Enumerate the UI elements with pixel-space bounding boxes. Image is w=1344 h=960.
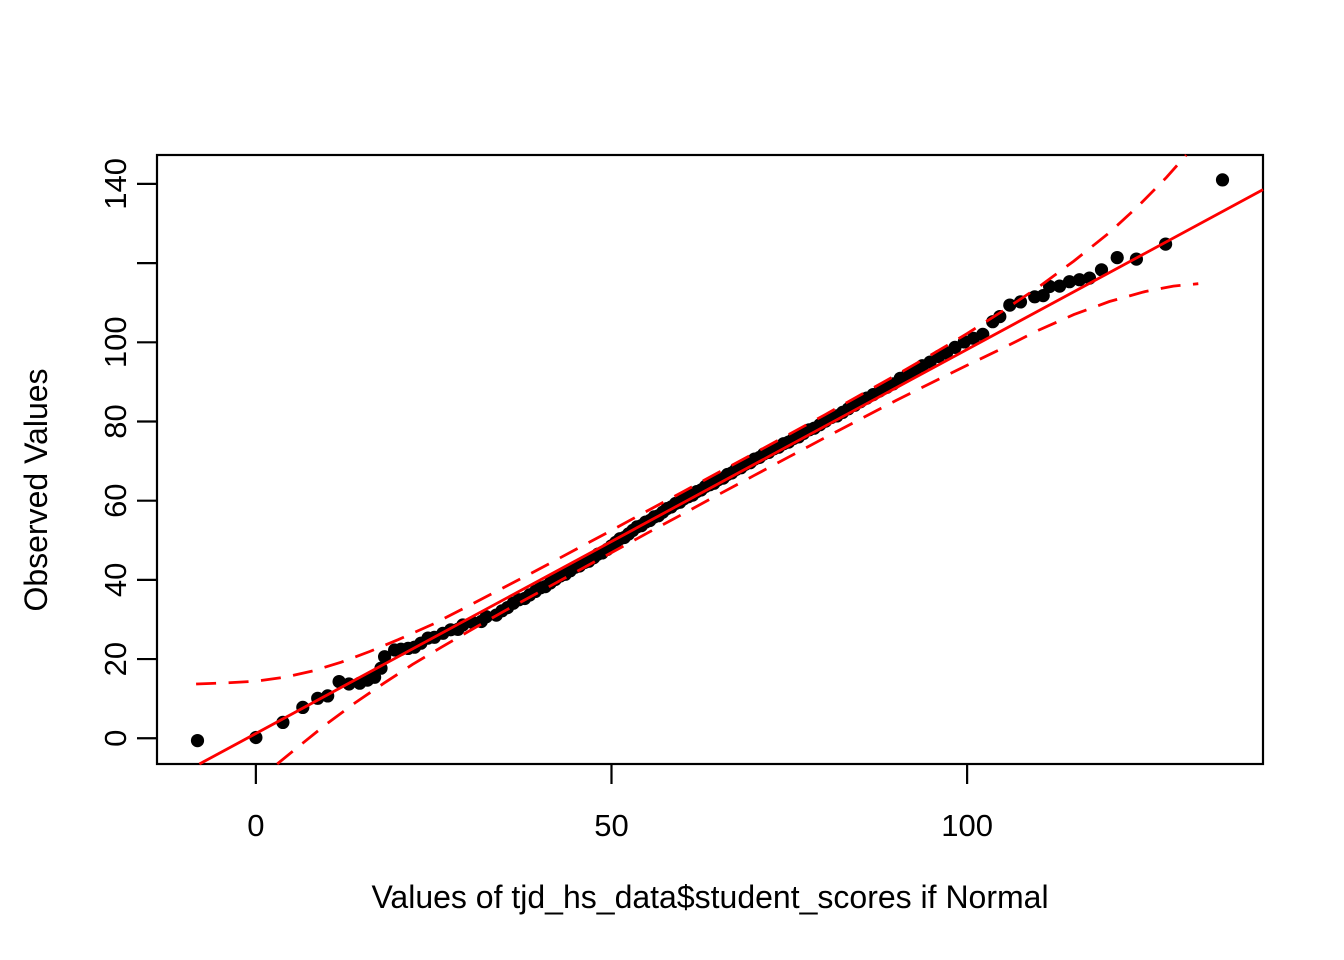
y-tick-label: 40: [98, 563, 133, 597]
y-tick-label: 20: [98, 642, 133, 676]
x-tick-label: 100: [941, 808, 993, 843]
confidence-envelope-lower: [276, 282, 1199, 766]
data-point: [479, 610, 493, 624]
y-tick-label: 60: [98, 483, 133, 517]
data-point: [1215, 173, 1230, 187]
data-point: [378, 650, 392, 664]
confidence-envelope-upper: [196, 154, 1188, 686]
y-tick-label: 140: [98, 158, 133, 210]
data-point: [1013, 295, 1028, 309]
data-point: [1062, 275, 1077, 289]
data-point: [1110, 251, 1124, 265]
scatter-points-layer: [190, 173, 1230, 748]
data-point: [332, 675, 346, 689]
y-tick-label: 0: [98, 730, 133, 747]
confidence-envelope-layer: [196, 154, 1199, 766]
qq-reference-line: [198, 188, 1264, 766]
x-axis-ticks: 0 50 100: [247, 764, 993, 843]
y-tick-label: 80: [98, 404, 133, 438]
data-point: [1072, 273, 1087, 287]
data-point: [190, 734, 205, 748]
x-axis-title: Values of tjd_hs_data$student_scores if …: [371, 879, 1048, 915]
data-point: [1003, 298, 1017, 312]
reference-line-layer: [198, 188, 1264, 766]
data-point: [1094, 263, 1109, 277]
y-tick-label: 100: [98, 316, 133, 368]
data-point: [1053, 279, 1067, 293]
data-point: [1043, 279, 1057, 294]
y-axis-title: Observed Values: [18, 368, 54, 611]
plot-border-box: [155, 153, 1265, 766]
data-point: [456, 618, 470, 632]
y-axis-ticks: 0 20 40 60 80 100 140: [98, 158, 157, 747]
data-point: [276, 715, 290, 730]
x-tick-label: 0: [247, 808, 264, 843]
x-tick-label: 50: [594, 808, 628, 843]
